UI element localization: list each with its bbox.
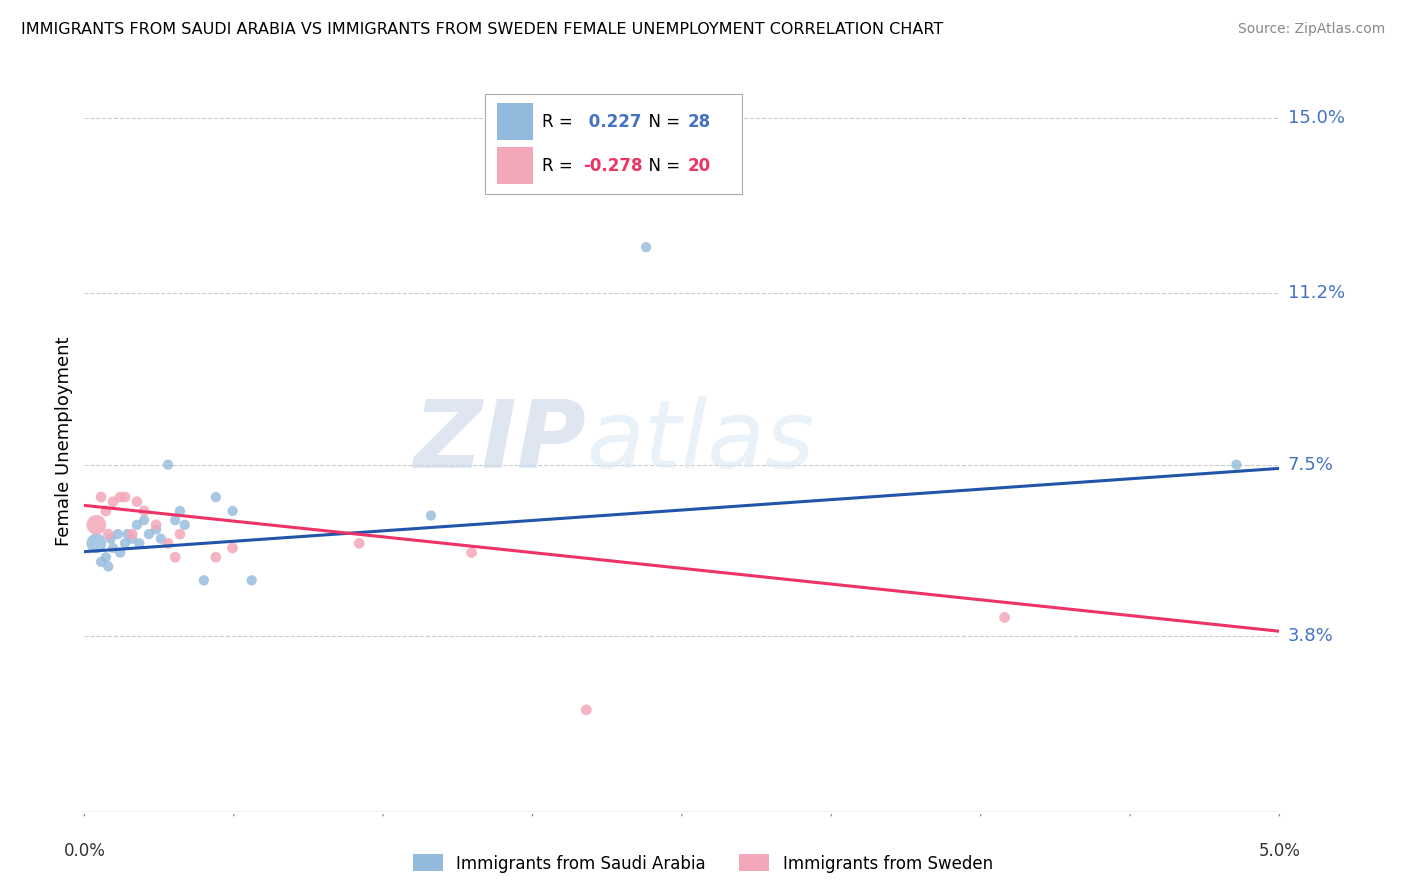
Point xyxy=(145,523,167,537)
Point xyxy=(128,536,150,550)
Point xyxy=(460,546,482,560)
Bar xyxy=(496,103,533,140)
Point xyxy=(349,536,371,550)
Text: IMMIGRANTS FROM SAUDI ARABIA VS IMMIGRANTS FROM SWEDEN FEMALE UNEMPLOYMENT CORRE: IMMIGRANTS FROM SAUDI ARABIA VS IMMIGRAN… xyxy=(21,22,943,37)
Point xyxy=(100,532,122,546)
Point xyxy=(157,536,180,550)
Point xyxy=(138,527,160,541)
Text: atlas: atlas xyxy=(586,396,814,487)
Legend: Immigrants from Saudi Arabia, Immigrants from Sweden: Immigrants from Saudi Arabia, Immigrants… xyxy=(406,847,1000,880)
Point xyxy=(636,240,658,254)
Point xyxy=(240,574,263,588)
Point xyxy=(205,490,228,504)
Point xyxy=(193,574,215,588)
Text: 28: 28 xyxy=(688,112,711,130)
Point xyxy=(86,536,108,550)
Point xyxy=(86,517,108,532)
Point xyxy=(94,504,117,518)
Text: 7.5%: 7.5% xyxy=(1288,456,1334,474)
Point xyxy=(90,555,112,569)
Text: 0.0%: 0.0% xyxy=(63,842,105,860)
Point xyxy=(165,550,187,565)
Point xyxy=(94,550,117,565)
Text: N =: N = xyxy=(638,112,685,130)
Point xyxy=(149,532,172,546)
Text: Source: ZipAtlas.com: Source: ZipAtlas.com xyxy=(1237,22,1385,37)
Point xyxy=(125,517,148,532)
Point xyxy=(110,490,132,504)
Point xyxy=(121,532,143,546)
Point xyxy=(205,550,228,565)
Point xyxy=(157,458,180,472)
Text: ZIP: ZIP xyxy=(413,395,586,488)
Point xyxy=(121,527,143,541)
Point xyxy=(117,527,139,541)
Point xyxy=(132,504,156,518)
Y-axis label: Female Unemployment: Female Unemployment xyxy=(55,337,73,546)
Point xyxy=(169,504,191,518)
Point xyxy=(114,536,136,550)
Point xyxy=(169,527,191,541)
Point xyxy=(994,610,1017,624)
Point xyxy=(132,513,156,527)
Text: 20: 20 xyxy=(688,156,711,175)
Point xyxy=(575,703,598,717)
Point xyxy=(165,513,187,527)
Text: 15.0%: 15.0% xyxy=(1288,109,1344,127)
Text: 0.227: 0.227 xyxy=(582,112,641,130)
Point xyxy=(101,494,124,508)
Point xyxy=(420,508,443,523)
Point xyxy=(110,546,132,560)
Point xyxy=(107,527,129,541)
Point xyxy=(97,559,120,574)
Point xyxy=(97,527,120,541)
Point xyxy=(90,490,112,504)
Bar xyxy=(496,147,533,184)
Point xyxy=(221,541,243,555)
Point xyxy=(114,490,136,504)
Point xyxy=(101,541,124,555)
Text: N =: N = xyxy=(638,156,685,175)
Bar xyxy=(485,94,742,194)
Text: 3.8%: 3.8% xyxy=(1288,627,1333,645)
Point xyxy=(221,504,243,518)
Point xyxy=(1225,458,1247,472)
Text: -0.278: -0.278 xyxy=(582,156,643,175)
Point xyxy=(145,517,167,532)
Point xyxy=(125,494,148,508)
Text: R =: R = xyxy=(543,156,578,175)
Point xyxy=(173,517,195,532)
Text: 11.2%: 11.2% xyxy=(1288,285,1346,302)
Text: 5.0%: 5.0% xyxy=(1258,842,1301,860)
Text: R =: R = xyxy=(543,112,578,130)
